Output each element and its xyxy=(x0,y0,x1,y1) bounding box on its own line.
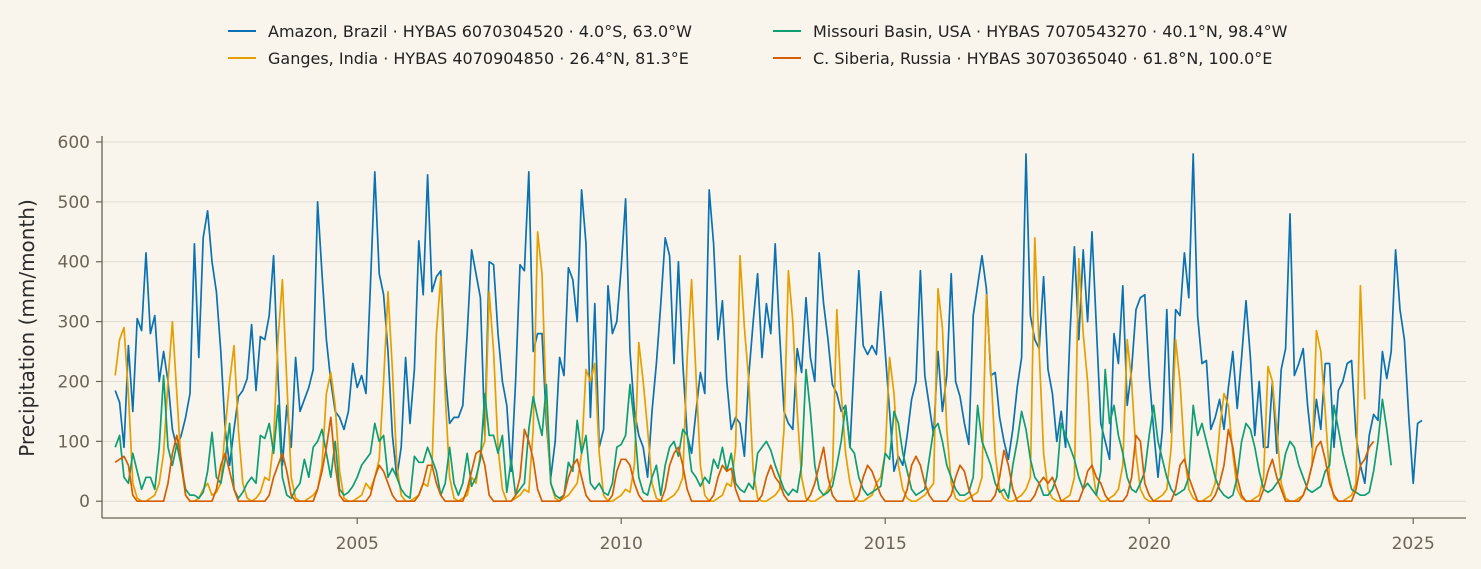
legend-label-siberia: C. Siberia, Russia · HYBAS 3070365040 · … xyxy=(813,49,1272,68)
series-lines xyxy=(114,153,1423,503)
y-axis-title: Precipitation (mm/month) xyxy=(15,199,39,457)
legend-entry-missouri: Missouri Basin, USA · HYBAS 7070543270 ·… xyxy=(773,22,1288,41)
y-tick-label: 0 xyxy=(79,492,90,512)
y-tick-label: 100 xyxy=(58,432,90,452)
x-tick-label: 2020 xyxy=(1128,534,1171,554)
legend-label-missouri: Missouri Basin, USA · HYBAS 7070543270 ·… xyxy=(813,22,1288,41)
legend-label-ganges: Ganges, India · HYBAS 4070904850 · 26.4°… xyxy=(268,49,689,68)
y-tick-label: 400 xyxy=(58,253,90,273)
x-tick-label: 2015 xyxy=(864,534,907,554)
legend-label-amazon: Amazon, Brazil · HYBAS 6070304520 · 4.0°… xyxy=(268,22,692,41)
gridlines xyxy=(102,141,1466,502)
axes xyxy=(101,136,1466,519)
x-ticks: 2005 2010 2015 2020 2025 xyxy=(336,518,1435,554)
y-tick-label: 200 xyxy=(58,372,90,392)
legend-entry-siberia: C. Siberia, Russia · HYBAS 3070365040 · … xyxy=(773,49,1272,68)
series-line-ganges xyxy=(114,230,1366,503)
series-line-siberia xyxy=(114,416,1375,503)
x-tick-label: 2010 xyxy=(600,534,643,554)
y-tick-label: 300 xyxy=(58,313,90,333)
legend-entry-ganges: Ganges, India · HYBAS 4070904850 · 26.4°… xyxy=(228,49,689,68)
x-tick-label: 2005 xyxy=(336,534,379,554)
legend: Amazon, Brazil · HYBAS 6070304520 · 4.0°… xyxy=(228,22,1288,68)
series-line-missouri xyxy=(114,368,1393,500)
y-ticks: 0 100 200 300 400 500 600 xyxy=(58,133,102,512)
series-line-amazon xyxy=(114,153,1423,485)
legend-entry-amazon: Amazon, Brazil · HYBAS 6070304520 · 4.0°… xyxy=(228,22,692,41)
x-tick-label: 2025 xyxy=(1392,534,1435,554)
y-tick-label: 500 xyxy=(58,193,90,213)
y-tick-label: 600 xyxy=(58,133,90,153)
